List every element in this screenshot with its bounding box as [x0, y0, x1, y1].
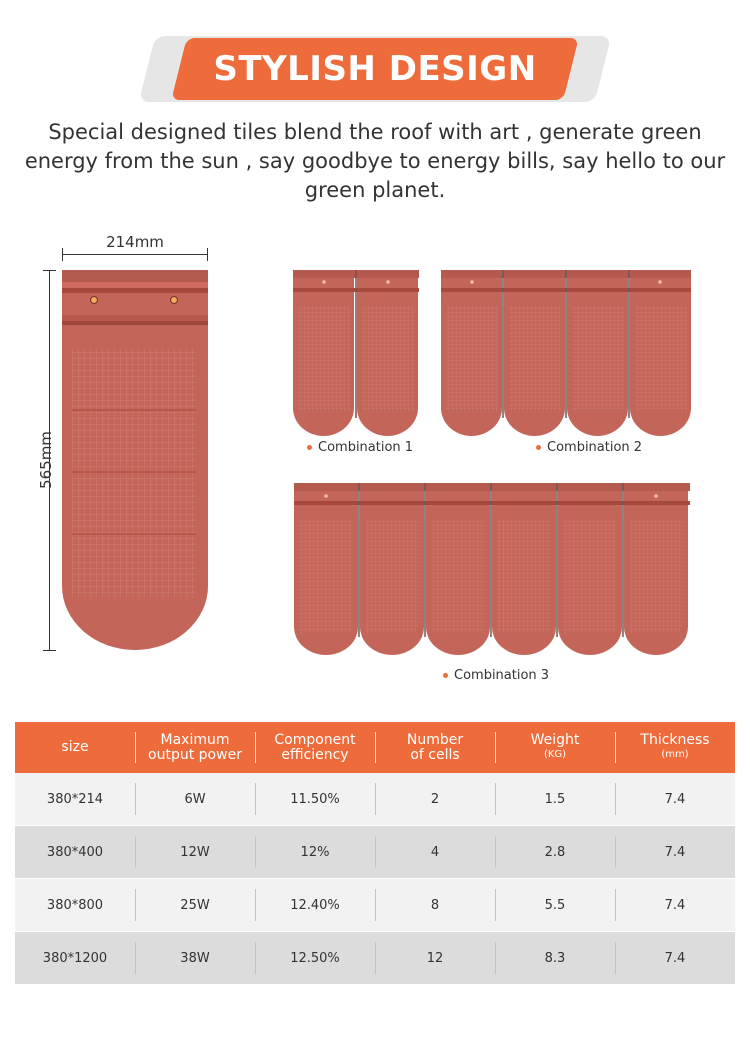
cell-efficiency: 12% [255, 826, 375, 878]
header-banner: STYLISH DESIGN [138, 36, 612, 102]
cell-size: 380*1200 [42, 950, 108, 966]
cell-size: 380*214 [46, 791, 104, 807]
width-dimension-tick-right [207, 248, 208, 261]
spec-table: size Maximum output power Component effici… [15, 722, 735, 984]
table-row: 380*400 12W 12% 4 2.8 7.4 [15, 826, 735, 878]
cell-cells: 8 [375, 879, 495, 931]
cell-efficiency: 12.50% [255, 932, 375, 984]
cell-size: 380*800 [46, 897, 104, 913]
table-row: 380*214 6W 11.50% 2 1.5 7.4 [15, 773, 735, 825]
cell-thickness: 7.4 [615, 773, 735, 825]
width-dimension-label: 214mm [106, 233, 164, 251]
page-title: STYLISH DESIGN [213, 49, 537, 89]
cell-cells: 2 [375, 773, 495, 825]
row-divider [15, 931, 735, 932]
cell-thickness: 7.4 [615, 932, 735, 984]
header-max-output-power: Maximum output power [135, 722, 255, 773]
cell-cells: 4 [375, 826, 495, 878]
single-tile-illustration [62, 270, 208, 650]
combination-3-label: Combination 3 [443, 668, 549, 683]
cell-size: 380*400 [46, 844, 104, 860]
combination-3-illustration [294, 483, 690, 655]
cell-thickness: 7.4 [615, 879, 735, 931]
cell-thickness: 7.4 [615, 826, 735, 878]
row-divider [15, 825, 735, 826]
table-row: 380*800 25W 12.40% 8 5.5 7.4 [15, 879, 735, 931]
cell-weight: 5.5 [495, 879, 615, 931]
table-row: 380*1200 38W 12.50% 12 8.3 7.4 [15, 932, 735, 984]
height-dimension-tick-top [43, 270, 56, 271]
cell-weight: 1.5 [495, 773, 615, 825]
height-dimension-line [49, 270, 50, 651]
header-number-of-cells: Number of cells [375, 722, 495, 773]
bullet-dot-icon [443, 673, 448, 678]
combination-2-illustration [441, 270, 691, 436]
cell-power: 12W [135, 826, 255, 878]
combination-1-label: Combination 1 [307, 440, 413, 455]
cell-efficiency: 11.50% [255, 773, 375, 825]
cell-efficiency: 12.40% [255, 879, 375, 931]
width-dimension-tick-left [62, 248, 63, 261]
cell-power: 38W [135, 932, 255, 984]
row-divider [15, 878, 735, 879]
cell-power: 25W [135, 879, 255, 931]
height-dimension-label: 565mm [37, 431, 55, 489]
width-dimension-line [62, 254, 208, 255]
cell-weight: 8.3 [495, 932, 615, 984]
height-dimension-tick-bottom [43, 650, 56, 651]
table-header-row: size Maximum output power Component effici… [15, 722, 735, 773]
cell-weight: 2.8 [495, 826, 615, 878]
header-size: size [61, 739, 89, 755]
bullet-dot-icon [536, 445, 541, 450]
combination-2-label: Combination 2 [536, 440, 642, 455]
combination-1-illustration [293, 270, 419, 436]
header-thickness: Thickness (mm) [615, 722, 735, 773]
intro-text: Special designed tiles blend the roof wi… [24, 120, 726, 202]
bullet-dot-icon [307, 445, 312, 450]
header-weight: Weight (KG) [495, 722, 615, 773]
header-component-efficiency: Component efficiency [255, 722, 375, 773]
cell-power: 6W [135, 773, 255, 825]
cell-cells: 12 [375, 932, 495, 984]
